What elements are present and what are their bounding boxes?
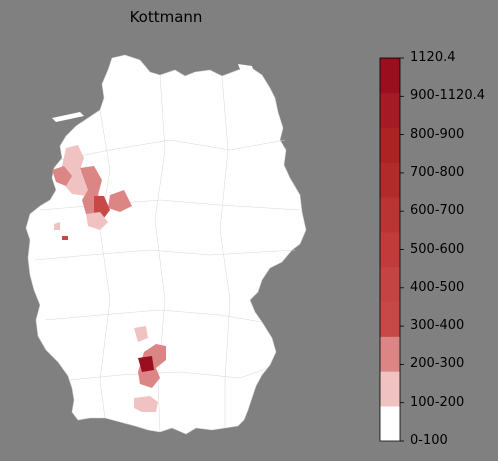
region-south-lower-light <box>134 396 158 412</box>
legend-label: 1120.4 <box>410 50 456 65</box>
legend-label: 200-300 <box>410 356 465 372</box>
colorbar-band-800-900 <box>380 127 400 163</box>
legend-label: 400-500 <box>410 279 465 295</box>
colorbar-band-700-800 <box>380 162 400 198</box>
district-borders <box>34 74 301 433</box>
colorbar <box>379 57 404 442</box>
colorbar-band-200-300 <box>380 336 400 372</box>
colorbar-band-1120.4 <box>380 58 400 94</box>
colorbar-band-100-200 <box>380 371 400 407</box>
legend-label: 800-900 <box>410 126 465 142</box>
legend-label: 500-600 <box>410 241 465 257</box>
colorbar-band-600-700 <box>380 197 400 233</box>
legend-label: 700-800 <box>410 164 465 180</box>
region-south-dark <box>138 356 154 372</box>
region-south-light-1 <box>134 326 148 342</box>
legend-label: 900-1120.4 <box>410 88 485 104</box>
colorbar-band-500-600 <box>380 232 400 268</box>
colorbar-band-300-400 <box>380 301 400 337</box>
region-northwest-medium-3 <box>108 190 132 212</box>
colorbar-band-400-500 <box>380 266 400 303</box>
region-northwest-medium-1 <box>52 166 72 186</box>
region-west-small-dark <box>62 236 68 240</box>
map-title: Kottmann <box>129 8 203 26</box>
legend-label: 300-400 <box>410 318 465 334</box>
legend-label: 600-700 <box>410 203 465 219</box>
region-west-small-light <box>54 222 60 230</box>
germany-land <box>25 54 307 435</box>
region-northwest-light-2 <box>86 212 108 230</box>
north-islands <box>52 64 256 122</box>
legend-label: 0-100 <box>410 433 448 448</box>
colorbar-band-0-100 <box>380 406 400 442</box>
legend-label: 100-200 <box>410 394 465 410</box>
colorbar-band-900-1120.4 <box>380 92 400 128</box>
highlighted-regions <box>52 145 166 412</box>
